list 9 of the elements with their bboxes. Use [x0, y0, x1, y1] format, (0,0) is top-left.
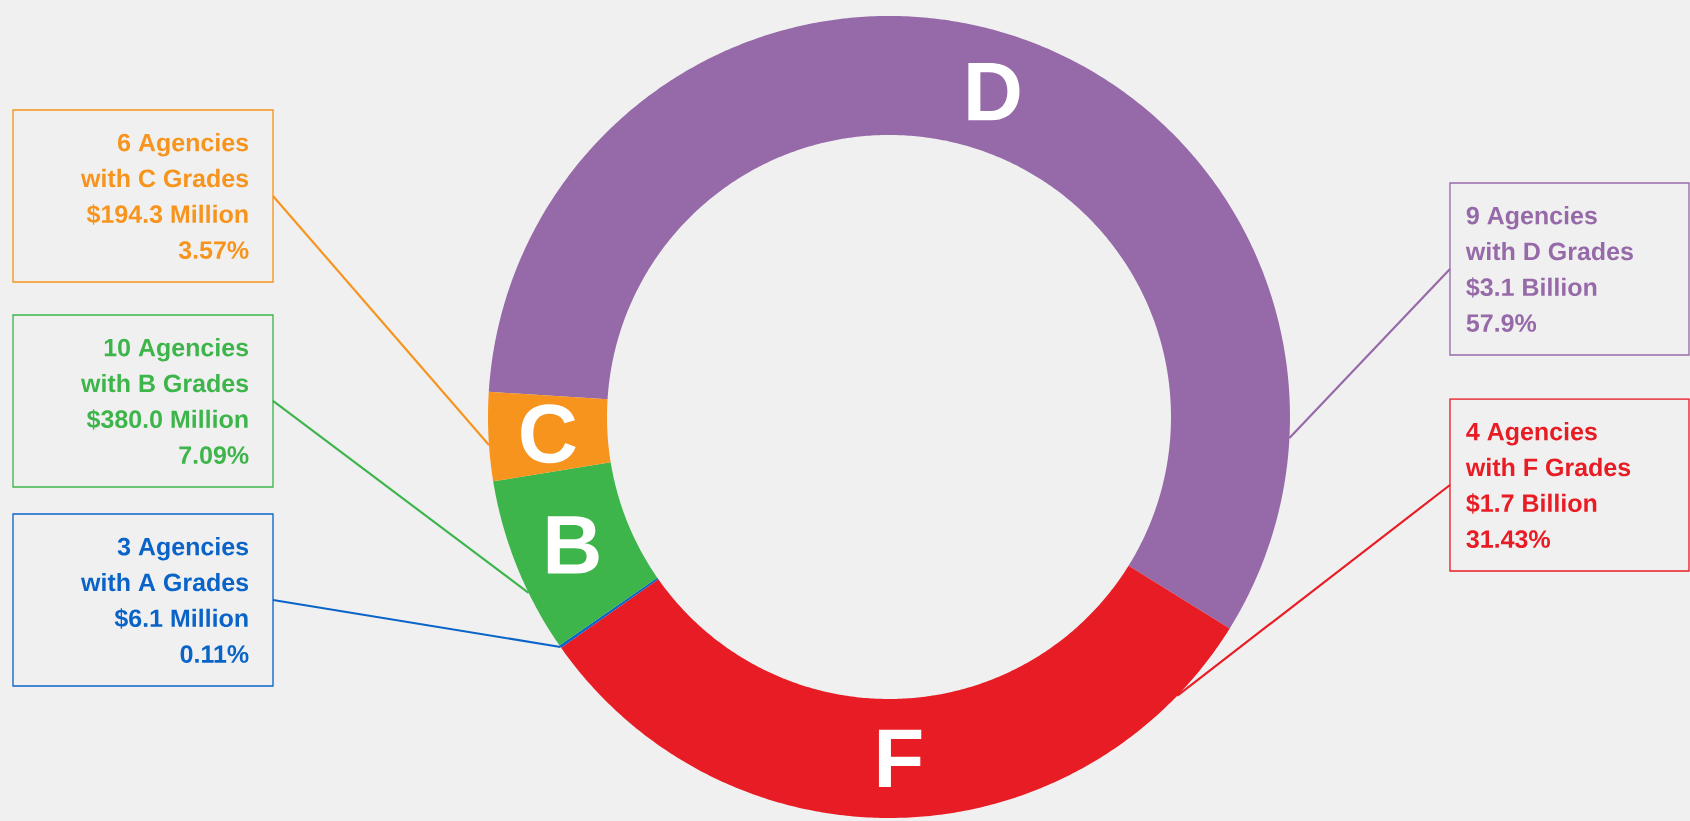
data-label: 3 Agencies with A Grades $6.1 Million 0.11% [80, 537, 249, 663]
data-label: 9 Agencies with D Grades $3.1 Billion 57.9% [1465, 206, 1633, 332]
data-label: 4 Agencies with F Grades $1.7 Billion 31.43% [1465, 422, 1631, 548]
slice-label: B [547, 516, 599, 574]
slice-label: D [968, 63, 1020, 121]
data-label: 10 Agencies with B Grades $380.0 Million 7.09% [80, 338, 249, 464]
data-label: 6 Agencies with C Grades $194.3 Million 3.57% [80, 133, 249, 259]
slice-label: C [521, 404, 576, 464]
slice-label: F [878, 729, 922, 788]
